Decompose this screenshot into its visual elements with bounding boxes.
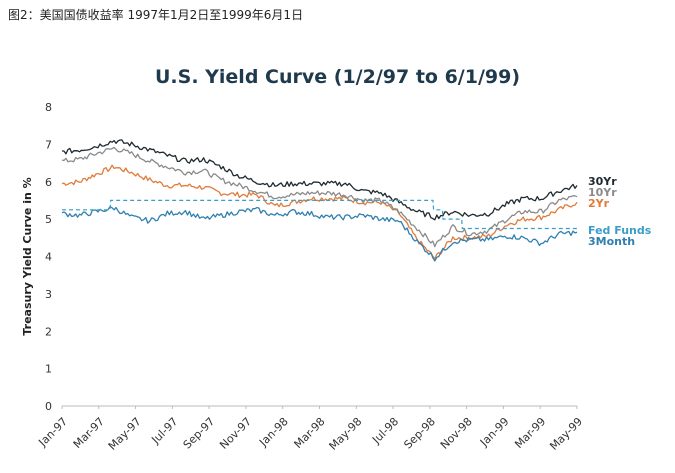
legend-label-10yr: 10Yr [588,186,617,199]
y-tick-label: 4 [45,251,52,264]
legend-label-30yr: 30Yr [588,175,617,188]
x-tick-label: Sep-97 [181,415,218,452]
x-tick-label: Jan-99 [477,415,512,450]
x-tick-label: Sep-98 [401,415,438,452]
x-tick-label: May-98 [327,415,365,453]
y-tick-label: 0 [45,400,52,413]
x-tick-label: Jan-98 [256,415,291,450]
y-tick-label: 3 [45,288,52,301]
x-tick-label: May-97 [106,415,144,453]
y-tick-label: 2 [45,325,52,338]
x-tick-label: Mar-97 [71,415,107,451]
series-line-fed-funds [62,199,577,230]
x-tick-label: May-99 [547,415,585,453]
legend-label-2yr: 2Yr [588,197,610,210]
x-tick-label: Mar-99 [512,415,548,451]
series-line-2yr [61,164,578,260]
y-tick-label: 8 [45,101,52,114]
y-tick-label: 6 [45,176,52,189]
x-tick-label: Nov-98 [438,415,475,452]
legend-label-fed-funds: Fed Funds [588,224,652,237]
chart-title: U.S. Yield Curve (1/2/97 to 6/1/99) [154,66,521,88]
figure-caption: 图2：美国国债收益率 1997年1月2日至1999年6月1日 [8,8,304,22]
x-tick-label: Nov-97 [217,415,254,452]
series-line-10yr [61,146,578,248]
x-tick-label: Mar-98 [292,415,328,451]
x-tick-label: Jul-98 [369,415,401,447]
y-tick-label: 5 [45,213,52,226]
x-tick-label: Jul-97 [148,415,180,447]
y-tick-label: 7 [45,138,52,151]
y-axis-label: Treasury Yield Curve in % [21,177,34,335]
legend-label-3month: 3Month [588,235,635,248]
series-line-30yr [61,139,578,221]
y-tick-label: 1 [45,363,52,376]
series-line-3month [61,206,578,262]
x-tick-label: Jan-97 [36,415,71,450]
